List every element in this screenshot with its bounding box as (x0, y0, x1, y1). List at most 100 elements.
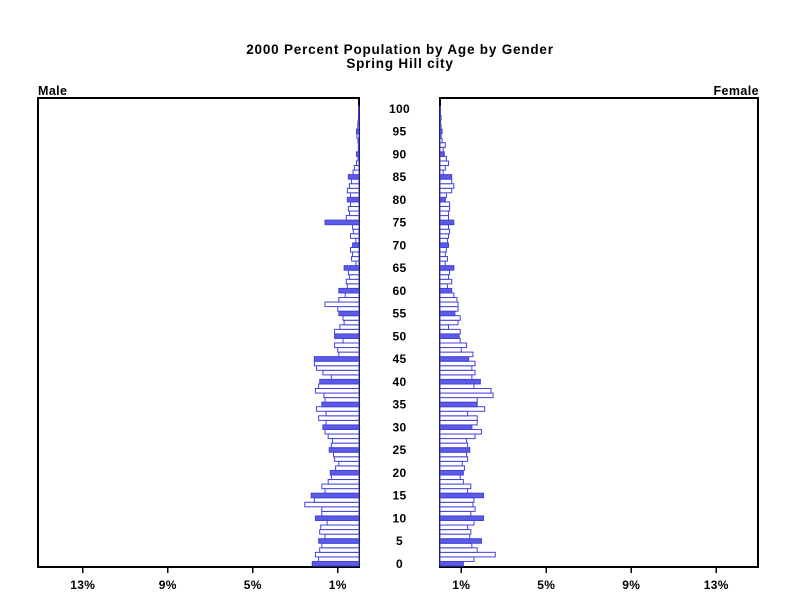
male-bars-group (304, 105, 360, 567)
bar-female-age-47 (439, 347, 462, 353)
bar-female-age-68 (439, 251, 446, 258)
bar-male-age-52 (339, 324, 360, 330)
age-label-55: 55 (393, 307, 407, 321)
bar-male-age-49 (342, 337, 360, 344)
bar-female-age-92 (439, 142, 446, 148)
bar-male-age-56 (337, 306, 360, 312)
bar-female-age-39 (439, 383, 475, 390)
bar-female-age-69 (439, 246, 447, 253)
bar-male-age-24 (333, 451, 360, 458)
bar-male-age-64 (347, 269, 360, 276)
bar-female-age-66 (439, 260, 446, 267)
bar-male-age-35 (321, 401, 360, 408)
bar-female-age-63 (439, 274, 449, 280)
female-panel-frame (439, 97, 759, 568)
bar-male-age-93 (357, 137, 360, 144)
age-label-65: 65 (393, 261, 407, 275)
bar-female-age-93 (439, 137, 443, 144)
bar-male-age-39 (318, 383, 360, 390)
bar-female-age-77 (439, 210, 449, 217)
bar-female-age-15 (439, 492, 485, 499)
bar-female-age-75 (439, 219, 455, 226)
age-label-50: 50 (393, 329, 407, 343)
bar-male-age-58 (338, 296, 360, 303)
bar-female-age-32 (439, 415, 478, 421)
female-tick-label-5: 5% (537, 578, 555, 592)
bar-female-age-58 (439, 296, 458, 303)
bar-male-age-14 (313, 497, 360, 503)
age-axis-labels: 0 5 10 15 20 25 30 35 40 45 50 55 60 65 70 75 80 85 90 95 10… (389, 102, 410, 571)
bar-female-age-73 (439, 228, 451, 235)
age-label-85: 85 (393, 170, 407, 184)
bar-male-age-16 (324, 488, 360, 494)
male-tick-label-13: 13% (70, 578, 95, 592)
bar-female-age-56 (439, 306, 459, 312)
bar-female-age-70 (439, 242, 449, 248)
male-x-axis-ticks: 13% 9% 5% 1% (70, 567, 346, 592)
bar-male-age-34 (316, 406, 360, 412)
bar-female-age-4 (439, 542, 473, 549)
chart-title: 2000 Percent Population by Age by Gender (246, 42, 554, 57)
bar-male-age-20 (329, 469, 360, 476)
age-label-20: 20 (393, 466, 407, 480)
bar-male-age-55 (338, 310, 360, 317)
bar-male-age-57 (324, 301, 360, 308)
bar-female-age-90 (439, 151, 445, 157)
bar-female-age-19 (439, 474, 461, 481)
female-bars-group (439, 105, 496, 567)
bar-male-age-61 (346, 283, 360, 289)
bar-female-age-28 (439, 433, 476, 440)
bar-female-age-80 (439, 196, 446, 203)
bar-male-age-62 (345, 278, 360, 285)
bar-female-age-60 (439, 287, 453, 294)
bar-male-age-3 (319, 547, 360, 553)
bar-female-age-8 (439, 524, 469, 531)
bar-female-age-57 (439, 301, 459, 308)
age-label-5: 5 (396, 534, 403, 548)
bar-male-age-50 (334, 333, 360, 339)
bar-male-age-77 (348, 210, 360, 217)
bar-female-age-95 (439, 128, 443, 135)
age-label-95: 95 (393, 125, 407, 139)
bar-female-age-83 (439, 183, 455, 189)
bar-female-age-49 (439, 337, 461, 344)
bar-male-age-99 (358, 110, 360, 116)
bar-female-age-84 (439, 178, 453, 185)
bar-female-age-79 (439, 201, 451, 207)
bar-male-age-69 (350, 246, 360, 253)
bar-male-age-36 (324, 397, 360, 403)
bar-female-age-94 (439, 133, 442, 139)
age-label-60: 60 (393, 284, 407, 298)
bar-female-age-72 (439, 233, 449, 239)
bar-male-age-51 (334, 328, 360, 335)
bar-female-age-43 (439, 365, 473, 371)
bar-female-age-3 (439, 547, 478, 553)
bar-male-age-47 (337, 347, 360, 353)
bar-female-age-35 (439, 401, 478, 408)
male-tick-label-1: 1% (329, 578, 347, 592)
bar-male-age-26 (330, 442, 360, 449)
bar-male-age-43 (316, 365, 360, 371)
bar-male-age-54 (342, 315, 360, 321)
bar-female-age-48 (439, 342, 468, 349)
bar-male-age-87 (353, 165, 360, 171)
bar-female-age-44 (439, 360, 476, 367)
bar-male-age-89 (357, 155, 360, 162)
bar-male-age-74 (352, 224, 360, 230)
bar-female-age-40 (439, 378, 481, 385)
bar-male-age-90 (355, 151, 360, 157)
bar-male-age-86 (352, 169, 360, 176)
bar-male-age-12 (321, 506, 360, 512)
bar-female-age-89 (439, 155, 447, 162)
bar-male-age-6 (324, 533, 360, 540)
bar-female-age-24 (439, 451, 468, 458)
bar-female-age-71 (439, 237, 448, 244)
bar-female-age-88 (439, 160, 449, 167)
bar-female-age-21 (439, 465, 465, 471)
bar-male-age-94 (356, 133, 360, 139)
chart-subtitle: Spring Hill city (346, 56, 453, 71)
bar-female-age-87 (439, 165, 446, 171)
female-tick-label-9: 9% (622, 578, 640, 592)
bar-female-age-64 (439, 269, 451, 276)
bar-female-age-100 (439, 105, 441, 112)
